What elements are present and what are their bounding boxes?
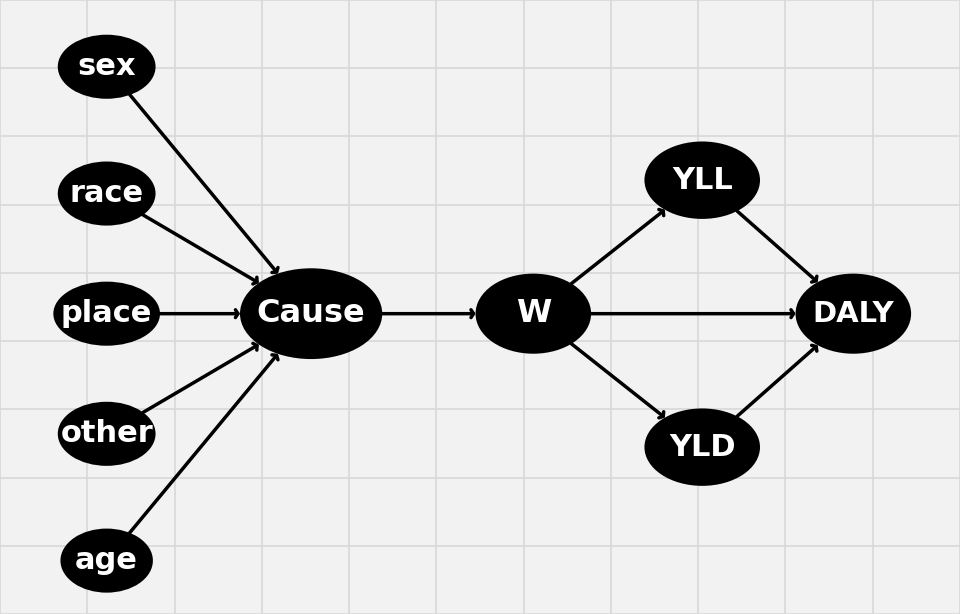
Text: W: W [516,298,551,329]
Text: Cause: Cause [256,298,366,329]
Text: race: race [70,179,144,208]
Ellipse shape [54,282,160,346]
Ellipse shape [58,161,156,225]
Ellipse shape [796,274,911,354]
Text: age: age [75,546,138,575]
Ellipse shape [240,268,382,359]
Ellipse shape [58,402,156,466]
Text: place: place [61,299,153,328]
Ellipse shape [644,141,760,219]
Text: other: other [60,419,153,448]
Ellipse shape [58,35,156,99]
Text: YLL: YLL [672,166,732,195]
Ellipse shape [60,529,153,593]
Ellipse shape [475,274,591,354]
Text: YLD: YLD [669,433,735,462]
Ellipse shape [644,408,760,486]
Text: DALY: DALY [812,300,894,328]
Text: sex: sex [78,52,136,81]
